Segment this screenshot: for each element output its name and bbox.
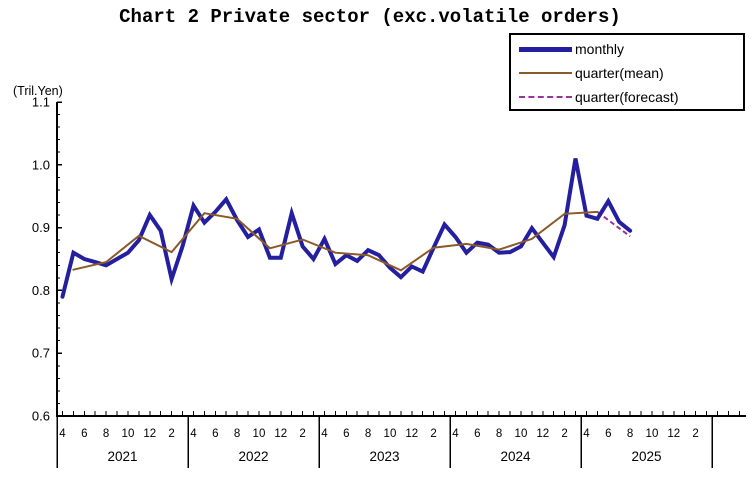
legend-label-quarter-forecast: quarter(forecast) — [575, 89, 679, 105]
x-month-label: 12 — [143, 428, 156, 440]
x-month-label: 10 — [515, 428, 528, 440]
legend-item-quarter-forecast: quarter(forecast) — [519, 85, 743, 109]
x-month-label: 12 — [536, 428, 549, 440]
x-month-label: 4 — [321, 428, 328, 440]
legend-label-monthly: monthly — [575, 41, 625, 57]
legend-label-quarter-mean: quarter(mean) — [575, 65, 664, 81]
y-tick-label: 0.6 — [32, 409, 50, 424]
x-month-label: 8 — [627, 428, 633, 440]
x-month-label: 10 — [122, 428, 135, 440]
x-year-label: 2023 — [369, 449, 399, 464]
x-month-label: 2 — [168, 428, 174, 440]
x-month-label: 10 — [646, 428, 659, 440]
quarter-forecast-line-swatch-icon — [519, 96, 572, 98]
legend-item-monthly: monthly — [519, 37, 743, 61]
x-year-label: 2025 — [631, 449, 661, 464]
x-month-label: 6 — [474, 428, 480, 440]
x-month-label: 6 — [212, 428, 218, 440]
x-month-label: 2 — [430, 428, 436, 440]
legend-item-quarter-mean: quarter(mean) — [519, 61, 743, 85]
x-month-label: 8 — [103, 428, 109, 440]
x-month-label: 2 — [299, 428, 305, 440]
x-year-label: 2021 — [107, 449, 137, 464]
x-month-label: 10 — [384, 428, 397, 440]
x-month-label: 2 — [692, 428, 698, 440]
legend: monthly quarter(mean) quarter(forecast) — [509, 33, 745, 111]
quarter-forecast-line — [596, 211, 631, 238]
x-month-label: 12 — [667, 428, 680, 440]
x-year-label: 2024 — [500, 449, 531, 464]
x-month-label: 4 — [190, 428, 197, 440]
y-tick-label: 0.7 — [32, 346, 50, 361]
monthly-line-swatch-icon — [519, 46, 572, 52]
y-tick-label: 0.9 — [32, 220, 50, 235]
y-axis-unit-label: (Tril.Yen) — [13, 84, 63, 98]
x-month-label: 4 — [452, 428, 459, 440]
x-month-label: 4 — [583, 428, 590, 440]
x-month-label: 6 — [81, 428, 87, 440]
x-month-label: 2 — [561, 428, 567, 440]
y-tick-label: 1.0 — [32, 157, 50, 172]
x-month-label: 6 — [343, 428, 349, 440]
y-tick-label: 0.8 — [32, 283, 50, 298]
x-month-label: 6 — [605, 428, 611, 440]
x-year-label: 2022 — [238, 449, 268, 464]
x-month-label: 8 — [234, 428, 240, 440]
x-month-label: 4 — [59, 428, 66, 440]
quarter-mean-line — [72, 210, 599, 272]
x-month-label: 8 — [496, 428, 502, 440]
y-tick-label: 1.1 — [32, 95, 50, 110]
x-month-label: 12 — [405, 428, 418, 440]
quarter-mean-line-swatch-icon — [519, 72, 572, 74]
x-month-label: 10 — [253, 428, 266, 440]
x-month-label: 12 — [274, 428, 287, 440]
chart-title: Chart 2 Private sector (exc.volatile ord… — [119, 6, 621, 28]
monthly-line — [60, 158, 633, 299]
x-month-label: 8 — [365, 428, 371, 440]
